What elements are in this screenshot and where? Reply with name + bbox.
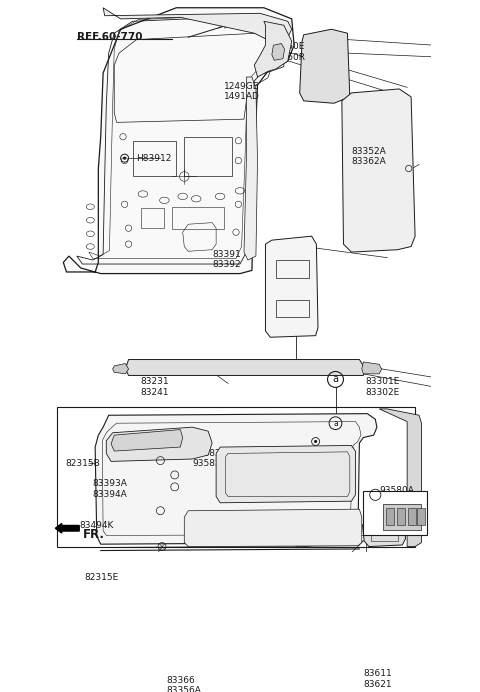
Text: 82315B: 82315B — [65, 459, 100, 468]
Bar — [385, 507, 394, 525]
Text: 83302E: 83302E — [366, 388, 400, 397]
Text: a: a — [333, 419, 338, 428]
Polygon shape — [63, 8, 294, 273]
Text: 1491AD: 1491AD — [224, 93, 260, 102]
Polygon shape — [362, 517, 406, 547]
Text: 83241: 83241 — [141, 388, 169, 397]
Text: FR.: FR. — [83, 528, 105, 541]
Text: 83393A: 83393A — [93, 479, 128, 488]
Polygon shape — [362, 362, 382, 374]
Text: 83350E: 83350E — [270, 42, 305, 51]
Polygon shape — [265, 236, 318, 337]
Text: a: a — [333, 374, 338, 385]
Bar — [141, 208, 164, 228]
Polygon shape — [113, 363, 129, 374]
Bar — [363, 491, 427, 535]
Bar — [371, 525, 397, 541]
FancyArrow shape — [55, 523, 79, 533]
Text: 83352A: 83352A — [351, 147, 386, 156]
Polygon shape — [244, 77, 257, 260]
Bar — [276, 260, 309, 277]
Text: 82315E: 82315E — [85, 573, 119, 582]
Text: a: a — [373, 491, 378, 500]
Text: 93580A: 93580A — [379, 486, 414, 495]
Polygon shape — [216, 446, 355, 503]
Circle shape — [314, 440, 317, 443]
Polygon shape — [379, 409, 421, 547]
Text: 83362A: 83362A — [351, 157, 386, 166]
Text: 83392: 83392 — [212, 260, 241, 269]
Polygon shape — [300, 29, 350, 103]
Text: 1249GE: 1249GE — [224, 82, 260, 91]
Bar — [132, 140, 176, 176]
Bar — [184, 137, 232, 176]
Bar — [383, 504, 421, 530]
Bar — [172, 207, 224, 229]
Polygon shape — [106, 427, 212, 462]
Text: 83301E: 83301E — [366, 377, 400, 386]
Text: 93582A: 93582A — [192, 449, 227, 458]
Circle shape — [123, 156, 126, 160]
Polygon shape — [254, 21, 292, 77]
Polygon shape — [103, 8, 292, 45]
Text: 93582B: 93582B — [192, 459, 227, 468]
Polygon shape — [95, 414, 377, 544]
Text: 83366: 83366 — [167, 676, 195, 685]
Text: 83356A: 83356A — [167, 686, 202, 692]
Polygon shape — [272, 44, 285, 60]
Text: 83494K: 83494K — [79, 520, 114, 529]
Text: H83912: H83912 — [136, 154, 172, 163]
Bar — [417, 507, 425, 525]
Text: 83231: 83231 — [141, 377, 169, 386]
Text: 83621: 83621 — [363, 680, 392, 689]
Text: 83611: 83611 — [363, 669, 392, 678]
Polygon shape — [111, 430, 183, 451]
Bar — [276, 300, 309, 318]
Bar — [57, 408, 415, 547]
Polygon shape — [342, 89, 415, 252]
Text: 83391: 83391 — [212, 250, 241, 259]
Text: 83394A: 83394A — [93, 489, 128, 498]
Bar — [397, 507, 405, 525]
Polygon shape — [125, 360, 366, 376]
Text: REF.60-770: REF.60-770 — [77, 33, 143, 42]
Polygon shape — [184, 509, 362, 547]
Bar — [408, 507, 416, 525]
Text: 83360R: 83360R — [270, 53, 305, 62]
